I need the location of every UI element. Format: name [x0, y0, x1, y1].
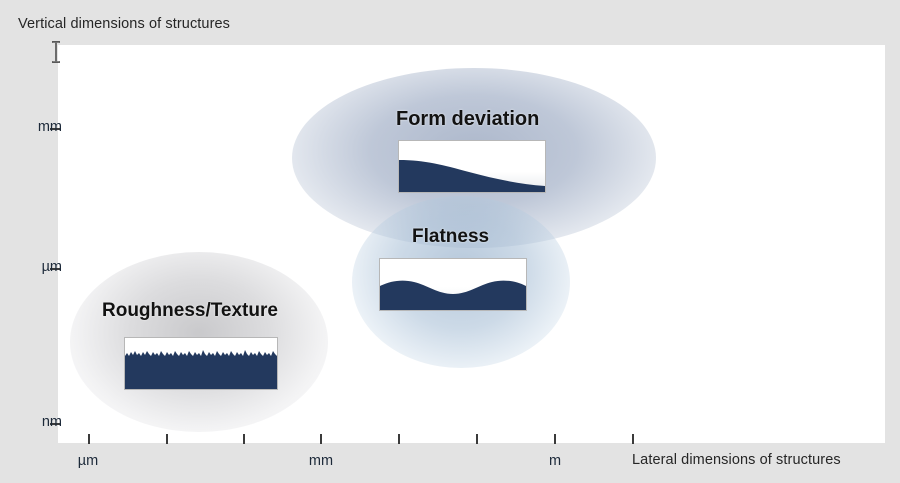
y-tick-nm	[50, 423, 61, 425]
specimen-roughness	[124, 337, 278, 390]
i-beam-cursor-icon	[52, 41, 60, 63]
x-tick-3	[243, 434, 245, 444]
y-tick-mm	[50, 128, 61, 130]
specimen-flatness	[379, 258, 527, 311]
x-axis-title: Lateral dimensions of structures	[632, 452, 841, 468]
x-tick-1	[88, 434, 90, 444]
y-tick-label-um: µm	[41, 259, 62, 275]
region-label-flatness: Flatness	[412, 226, 490, 247]
region-label-form-deviation: Form deviation	[396, 108, 540, 130]
jagged-surface-profile-icon	[125, 338, 277, 389]
region-label-roughness: Roughness/Texture	[102, 300, 278, 321]
wavy-surface-profile-icon	[380, 259, 526, 310]
x-tick-4	[320, 434, 322, 444]
x-tick-label-mm: mm	[308, 453, 334, 469]
x-tick-7	[554, 434, 556, 444]
x-tick-6	[476, 434, 478, 444]
i-beam-cursor	[50, 41, 62, 63]
y-tick-label-nm: nm	[41, 414, 62, 430]
sloped-surface-profile-icon	[399, 141, 545, 192]
x-tick-label-m: m	[548, 453, 562, 469]
x-tick-label-um: µm	[77, 453, 99, 469]
x-tick-5	[398, 434, 400, 444]
x-tick-8	[632, 434, 634, 444]
y-tick-label-mm: mm	[37, 119, 62, 135]
specimen-form-deviation	[398, 140, 546, 193]
y-tick-um	[50, 268, 61, 270]
x-tick-2	[166, 434, 168, 444]
y-axis: mm µm nm	[0, 0, 62, 483]
y-axis-title: Vertical dimensions of structures	[18, 16, 231, 32]
